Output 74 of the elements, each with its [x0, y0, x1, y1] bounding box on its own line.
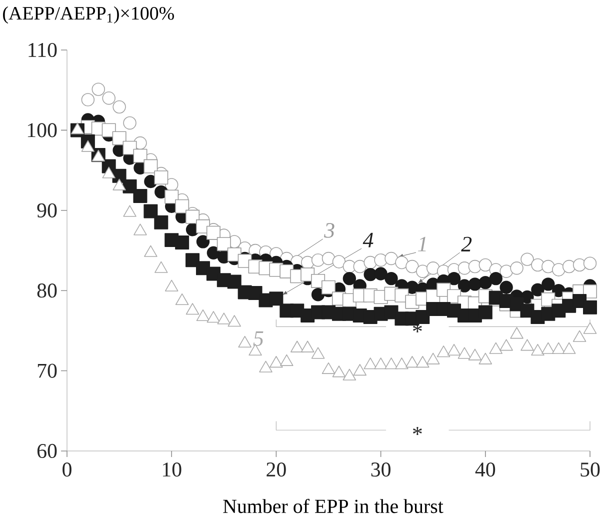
x-tick-label: 10 [162, 462, 182, 477]
y-tick-label: 70 [38, 364, 57, 378]
point [353, 260, 366, 274]
point [332, 255, 346, 268]
point [583, 256, 597, 270]
point [384, 272, 398, 286]
point [447, 272, 461, 286]
point [133, 148, 148, 163]
point [500, 264, 513, 278]
point [227, 274, 242, 289]
point [206, 226, 220, 240]
point [520, 252, 534, 266]
point [322, 280, 336, 294]
point [81, 93, 95, 106]
point [478, 276, 492, 290]
point [186, 253, 200, 268]
point [583, 284, 598, 298]
x-tick-label: 40 [475, 462, 496, 477]
point [552, 263, 566, 276]
point [164, 190, 179, 204]
point [531, 283, 544, 296]
point [102, 123, 116, 138]
point [510, 262, 524, 275]
point [342, 272, 356, 286]
series-label: 2 [461, 236, 472, 252]
y-tick-label: 110 [28, 42, 57, 58]
point [468, 260, 482, 274]
point [175, 235, 190, 250]
point [311, 288, 325, 302]
point [384, 252, 398, 266]
series-label: 3 [324, 223, 334, 238]
y-tick-label: 100 [28, 123, 57, 138]
point [154, 170, 168, 185]
x-tick-label: 0 [62, 462, 72, 477]
point [478, 258, 492, 272]
y-tick-label: 90 [37, 203, 57, 218]
point [144, 159, 158, 174]
point [542, 278, 555, 291]
point [102, 92, 116, 105]
point [406, 260, 419, 274]
series-label: 1 [418, 236, 426, 252]
point [426, 262, 440, 275]
point [112, 100, 126, 114]
point [175, 199, 190, 214]
point [269, 292, 284, 306]
point [186, 210, 200, 224]
point [458, 262, 472, 275]
point [196, 235, 210, 248]
point [374, 267, 388, 280]
point [542, 260, 555, 274]
point [133, 188, 148, 203]
y-tick-label: 60 [37, 444, 57, 458]
point [583, 300, 598, 314]
point [144, 204, 158, 218]
annotation: * [413, 426, 422, 436]
x-tick-label: 50 [580, 462, 600, 477]
y-tick-label: 80 [37, 284, 57, 298]
point [416, 264, 430, 278]
point [489, 272, 502, 286]
point [395, 256, 408, 270]
point [500, 280, 513, 294]
x-tick-label: 20 [266, 462, 286, 477]
y-axis-title: (AEPP/AEPP$_{1}$)×100% [3, 6, 174, 24]
text: 4 [362, 232, 374, 248]
point [154, 215, 168, 230]
point [531, 258, 544, 272]
point [468, 278, 482, 291]
point [322, 252, 336, 266]
point [478, 305, 492, 320]
point [123, 116, 136, 130]
x-tick-label: 30 [371, 462, 390, 477]
x-axis-title: Number of EPP in the burst [223, 498, 444, 514]
point [92, 82, 105, 96]
series-label: 5 [253, 331, 264, 346]
